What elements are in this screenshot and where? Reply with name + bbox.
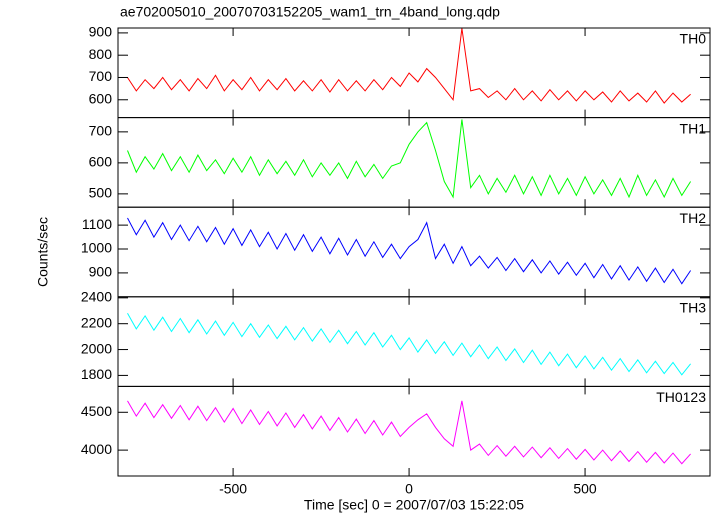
y-tick-label: 700 <box>89 68 113 84</box>
y-tick-label: 900 <box>89 24 113 40</box>
x-axis-label: Time [sec] 0 = 2007/07/03 15:22:05 <box>304 497 524 513</box>
y-tick-label: 2400 <box>81 289 112 305</box>
y-tick-label: 1000 <box>81 240 112 256</box>
data-line <box>127 400 691 465</box>
legend-label: TH2 <box>680 210 707 226</box>
y-tick-label: 800 <box>89 46 113 62</box>
legend-label: TH0123 <box>656 389 706 405</box>
x-tick-label: 0 <box>405 481 413 497</box>
y-tick-label: 4000 <box>81 441 112 457</box>
legend-label: TH3 <box>680 300 707 316</box>
panel-frame <box>117 296 711 387</box>
y-tick-label: 900 <box>89 264 113 280</box>
x-tick-label: 500 <box>573 481 597 497</box>
data-line <box>127 119 692 199</box>
data-line <box>127 28 691 104</box>
panel-frame <box>117 27 711 119</box>
y-axis-label: Counts/sec <box>35 217 51 287</box>
y-tick-label: 600 <box>89 154 113 170</box>
panel-frame <box>117 206 711 298</box>
panel-frame <box>117 117 711 208</box>
y-tick-label: 1100 <box>82 216 112 232</box>
y-tick-label: 700 <box>89 123 113 139</box>
y-tick-label: 600 <box>89 90 113 106</box>
y-tick-label: 2200 <box>81 314 112 330</box>
y-tick-label: 4500 <box>81 403 112 419</box>
x-tick-label: -500 <box>219 481 247 497</box>
legend-label: TH1 <box>680 120 707 136</box>
y-tick-label: 1800 <box>81 366 112 382</box>
data-line <box>127 217 692 285</box>
chart-title: ae702005010_20070703152205_wam1_trn_4ban… <box>120 4 500 20</box>
y-tick-label: 500 <box>89 185 113 201</box>
legend-label: TH0 <box>680 31 707 47</box>
data-line <box>127 313 691 376</box>
panel-frame <box>117 385 711 477</box>
y-tick-label: 2000 <box>81 340 112 356</box>
